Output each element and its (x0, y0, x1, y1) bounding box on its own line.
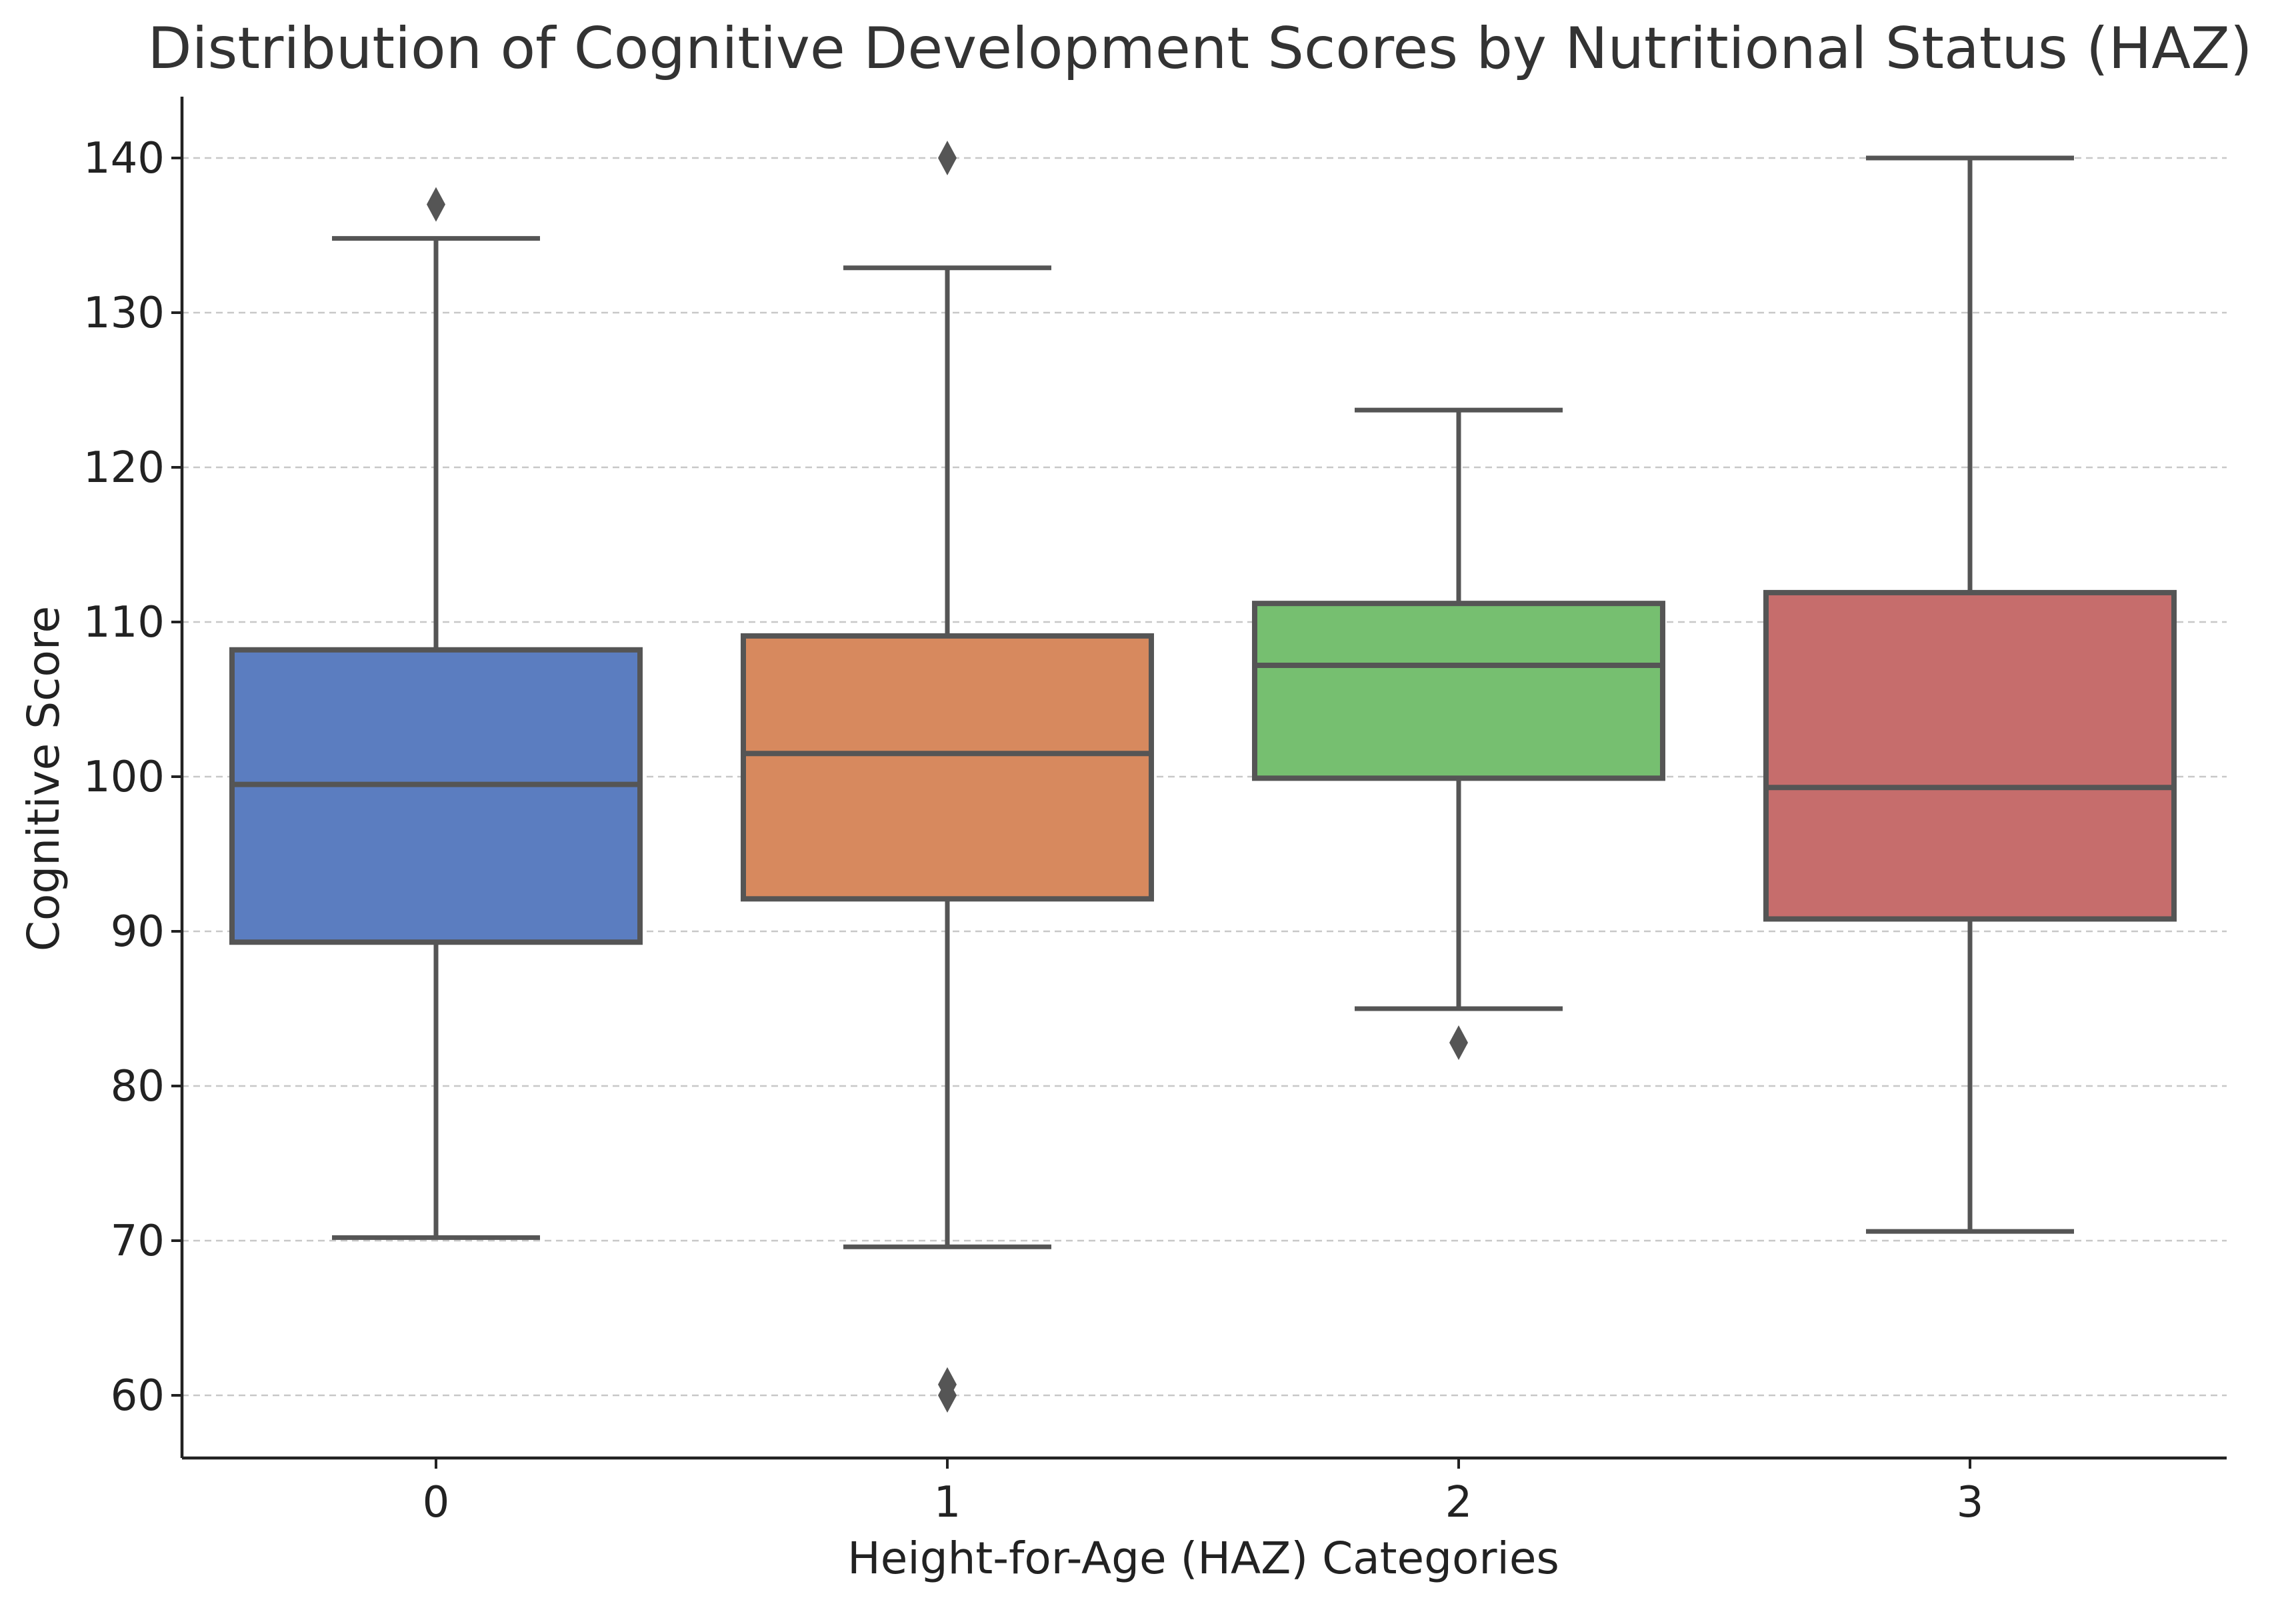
y-tick-label: 90 (111, 907, 165, 957)
x-tick-label: 0 (423, 1478, 450, 1527)
iqr-box (741, 633, 1154, 902)
y-tick-label: 140 (83, 134, 165, 183)
box-group-0 (229, 187, 643, 1240)
outlier-point (1449, 1025, 1468, 1061)
x-tick-label: 3 (1957, 1478, 1984, 1527)
y-axis-label: Cognitive Score (18, 606, 69, 951)
ticks: 60 70 80 90 100 110 120 130 140 0 1 2 3 (83, 134, 1984, 1527)
y-tick-label: 130 (83, 289, 165, 338)
iqr-box (229, 647, 643, 945)
y-tick-label: 60 (111, 1371, 165, 1421)
y-tick-label: 120 (83, 443, 165, 493)
x-axis-label: Height-for-Age (HAZ) Categories (847, 1533, 1559, 1584)
outlier-point (427, 187, 445, 222)
box-group-1 (741, 141, 1154, 1413)
y-tick-label: 70 (111, 1217, 165, 1266)
x-tick-label: 1 (934, 1478, 961, 1527)
outlier-point (938, 1378, 957, 1413)
x-tick-label: 2 (1445, 1478, 1473, 1527)
y-tick-label: 100 (83, 753, 165, 802)
y-tick-label: 80 (111, 1062, 165, 1111)
chart-title: Distribution of Cognitive Development Sc… (147, 15, 2252, 82)
box-group-3 (1763, 155, 2177, 1234)
y-tick-label: 110 (83, 598, 165, 647)
box-group-2 (1252, 407, 1665, 1061)
iqr-box (1252, 601, 1665, 781)
iqr-box (1763, 589, 2177, 922)
outlier-point (938, 141, 957, 175)
boxes (229, 141, 2177, 1413)
